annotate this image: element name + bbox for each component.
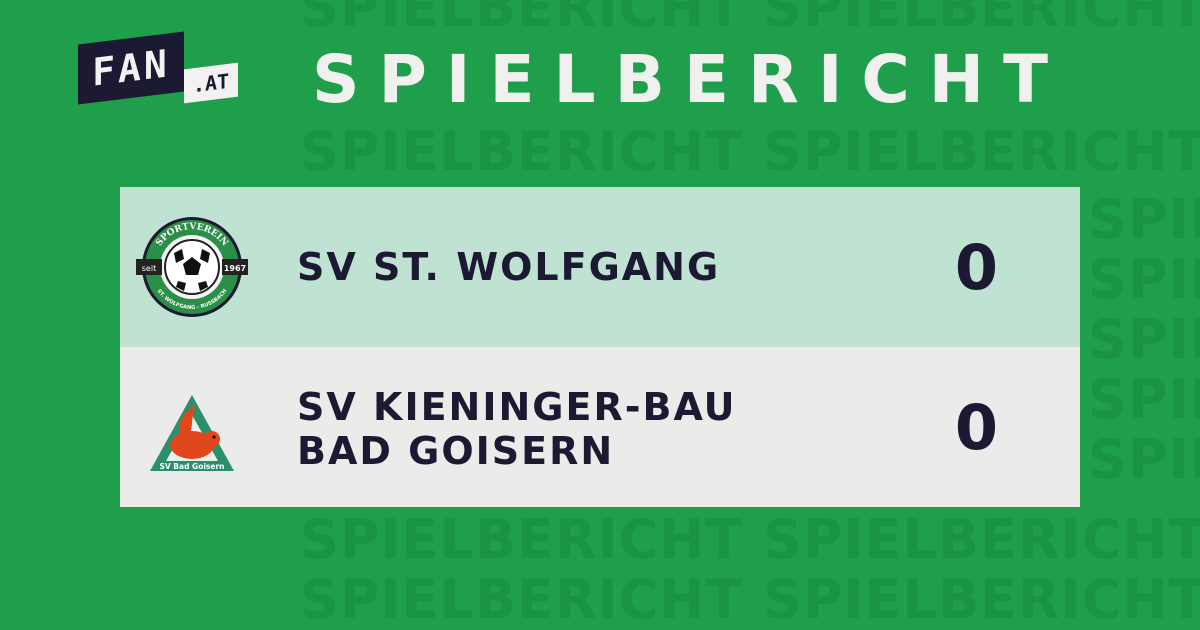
page-title: SPIELBERICHT xyxy=(312,41,1068,118)
svg-text:SV Bad Goisern: SV Bad Goisern xyxy=(159,462,224,471)
home-team-name: SV ST. WOLFGANG xyxy=(297,245,721,289)
watermark-row: SPIELBERICHT xyxy=(1088,308,1200,371)
watermark-row: SPIELBERICHT xyxy=(1088,248,1200,311)
watermark-row: SPIELBERICHT SPIELBERICHT SPIELBERICHT xyxy=(300,120,1200,183)
away-team-name: SV KIENINGER-BAU BAD GOISERN xyxy=(297,385,737,473)
sv-bad-goisern-crest-icon: SV Bad Goisern xyxy=(150,395,234,471)
sv-st-wolfgang-crest-icon: SPORTVEREIN ST. WOLFGANG - RUSSBACH seit… xyxy=(136,217,248,317)
watermark-row: SPIELBERICHT xyxy=(1088,368,1200,431)
watermark-row: SPIELBERICHT xyxy=(1088,428,1200,491)
home-team-score: 0 xyxy=(954,230,998,304)
watermark-row: SPIELBERICHT SPIELBERICHT SPIELBERICHT xyxy=(300,508,1200,571)
logo-at: .AT xyxy=(184,62,238,104)
watermark-row: SPIELBERICHT xyxy=(1088,188,1200,251)
home-team-row: SPORTVEREIN ST. WOLFGANG - RUSSBACH seit… xyxy=(120,187,1080,347)
svg-text:seit: seit xyxy=(142,264,156,273)
watermark-row: SPIELBERICHT SPIELBERICHT SPIELBERICHT xyxy=(300,568,1200,630)
svg-text:1967: 1967 xyxy=(224,264,246,273)
away-team-row: SV Bad Goisern SV KIENINGER-BAU BAD GOIS… xyxy=(120,347,1080,507)
watermark-row: SPIELBERICHT SPIELBERICHT SPIELBERICHT xyxy=(300,0,1200,39)
away-team-score: 0 xyxy=(954,390,998,464)
away-team-name-line1: SV KIENINGER-BAU xyxy=(297,385,737,429)
away-team-name-line2: BAD GOISERN xyxy=(297,429,615,473)
scoreboard: SPORTVEREIN ST. WOLFGANG - RUSSBACH seit… xyxy=(120,187,1080,507)
